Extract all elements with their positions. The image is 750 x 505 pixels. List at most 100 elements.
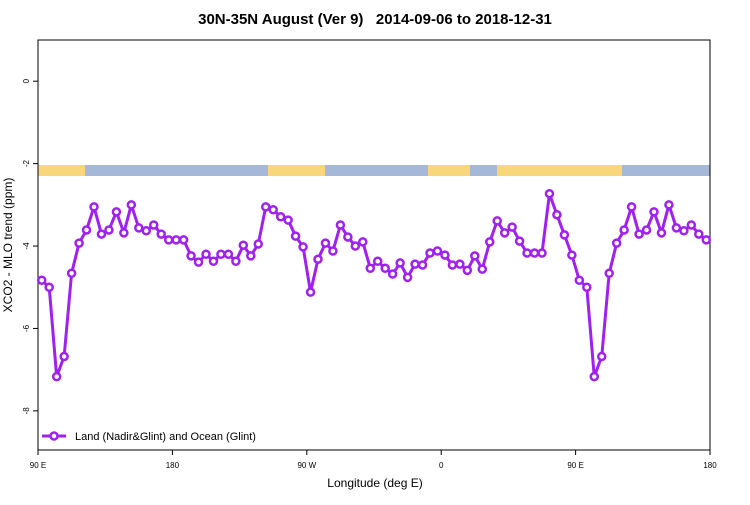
x-tick-label: 0	[439, 461, 444, 470]
x-tick-label: 90 E	[30, 461, 46, 470]
data-line	[40, 193, 708, 378]
data-point	[686, 220, 697, 230]
data-point	[679, 226, 689, 236]
data-point	[74, 238, 84, 248]
data-point	[447, 260, 458, 270]
data-point	[596, 351, 607, 362]
data-point	[432, 246, 443, 256]
legend-marker	[49, 431, 59, 441]
data-point	[44, 282, 54, 292]
data-point	[641, 225, 652, 235]
data-point	[290, 231, 301, 241]
data-point	[656, 228, 667, 238]
data-point	[387, 269, 398, 279]
data-point	[186, 251, 196, 261]
data-point	[492, 216, 502, 226]
data-point	[567, 250, 577, 260]
data-point	[119, 228, 129, 238]
data-point	[462, 265, 473, 276]
data-point	[216, 249, 226, 260]
y-tick-label: 0	[22, 78, 31, 83]
data-point	[514, 236, 525, 246]
data-point	[178, 235, 189, 245]
data-point	[320, 238, 331, 248]
data-point	[410, 259, 420, 269]
data-point	[36, 275, 47, 285]
data-point	[574, 275, 585, 285]
data-point	[380, 263, 390, 274]
data-point	[671, 223, 682, 233]
data-point	[335, 220, 346, 230]
legend-label: Land (Nadir&Glint) and Ocean (Glint)	[75, 431, 256, 443]
data-point	[148, 220, 159, 230]
data-point	[193, 257, 204, 267]
data-point	[201, 249, 211, 260]
data-point	[365, 263, 376, 274]
data-point	[417, 260, 428, 270]
data-point	[313, 254, 323, 264]
data-point	[604, 268, 614, 278]
data-point	[664, 200, 674, 210]
data-point	[484, 237, 495, 247]
data-point	[694, 229, 704, 239]
data-point	[350, 241, 361, 251]
data-point	[328, 246, 338, 256]
data-point	[260, 202, 271, 212]
data-point	[544, 188, 555, 199]
data-point	[126, 200, 137, 210]
data-point	[253, 239, 264, 249]
data-point	[104, 225, 114, 235]
x-axis-label: Longitude (deg E)	[327, 476, 422, 490]
data-point	[283, 215, 293, 225]
data-point	[231, 256, 241, 267]
data-point	[634, 229, 644, 239]
data-point	[470, 251, 480, 261]
plot-frame	[37, 39, 711, 451]
x-tick-label: 180	[166, 461, 180, 470]
data-point	[507, 222, 517, 232]
data-point	[402, 272, 413, 283]
data-point	[59, 351, 69, 362]
data-point	[156, 229, 166, 239]
data-point	[477, 264, 488, 274]
data-point	[141, 226, 152, 236]
data-point	[589, 371, 600, 382]
data-point	[298, 242, 308, 252]
data-point	[559, 230, 570, 240]
data-point	[455, 259, 465, 269]
data-point	[89, 202, 99, 212]
data-point	[537, 248, 547, 258]
data-point	[208, 256, 219, 267]
data-point	[552, 209, 562, 220]
data-point	[649, 207, 659, 217]
data-point	[163, 235, 174, 245]
data-point	[626, 202, 637, 212]
data-point	[343, 232, 353, 242]
data-point	[522, 248, 532, 258]
land-ocean-band	[38, 165, 710, 176]
data-point	[238, 240, 249, 250]
data-point	[305, 287, 316, 297]
data-point	[529, 248, 540, 258]
x-tick-label: 90 E	[567, 461, 583, 470]
data-point	[395, 258, 405, 268]
data-point	[223, 249, 234, 260]
data-point	[111, 207, 122, 217]
data-point	[701, 235, 712, 245]
data-point	[440, 250, 450, 260]
data-point	[582, 282, 592, 292]
y-tick-label: -6	[22, 324, 31, 332]
data-point	[268, 205, 278, 215]
data-point	[619, 225, 629, 235]
data-point	[66, 268, 77, 278]
data-point	[134, 223, 144, 233]
data-point	[246, 251, 256, 261]
data-point	[81, 225, 92, 235]
data-point	[96, 229, 107, 239]
y-tick-label: -8	[22, 407, 31, 415]
data-point	[372, 256, 383, 267]
data-point	[425, 248, 435, 258]
data-point	[611, 238, 622, 248]
data-point	[171, 235, 181, 245]
data-point	[358, 237, 368, 247]
